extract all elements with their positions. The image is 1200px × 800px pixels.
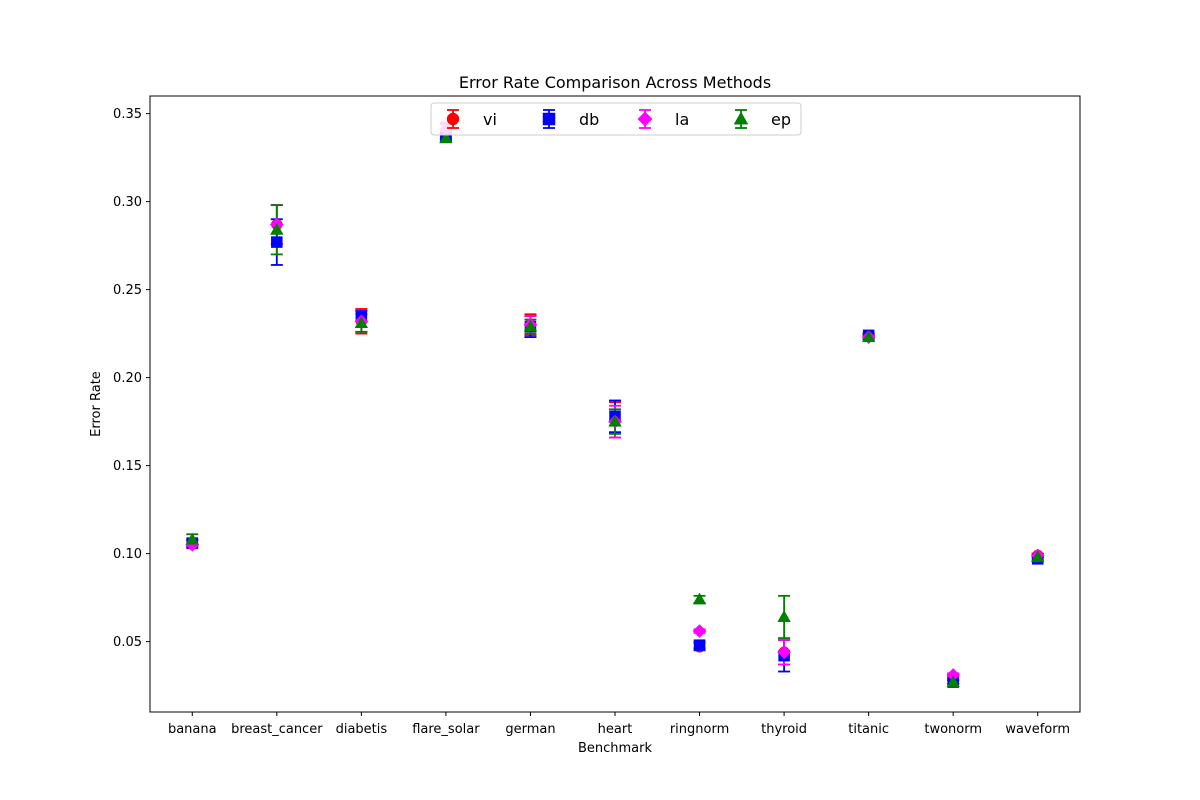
legend-marker-la xyxy=(637,111,653,127)
marker-la-thyroid xyxy=(777,645,792,660)
marker-ep-thyroid xyxy=(777,610,791,622)
chart-title: Error Rate Comparison Across Methods xyxy=(459,73,771,92)
markers-group xyxy=(185,122,1045,688)
x-tick-label-ringnorm: ringnorm xyxy=(670,722,729,737)
legend-marker-db xyxy=(542,112,556,126)
x-tick-label-diabetis: diabetis xyxy=(336,722,388,737)
y-axis-title: Error Rate xyxy=(89,371,104,437)
legend-label-ep: ep xyxy=(771,110,791,129)
marker-ep-ringnorm xyxy=(692,592,707,605)
x-axis-title: Benchmark xyxy=(578,741,653,756)
x-axis: banana breast_cancer diabetis flare_solar ge… xyxy=(168,712,1070,737)
y-tick-label: 0.30 xyxy=(113,195,142,210)
marker-ep-banana xyxy=(185,532,200,545)
x-tick-label-banana: banana xyxy=(168,722,217,737)
legend-box xyxy=(430,102,802,136)
marker-ep-twonorm xyxy=(946,675,960,688)
legend-label-vi: vi xyxy=(483,110,497,129)
marker-ep-titanic xyxy=(861,330,876,343)
y-tick-label: 0.25 xyxy=(113,283,142,298)
marker-ep-heart xyxy=(608,414,622,427)
x-tick-label-twonorm: twonorm xyxy=(924,722,982,737)
x-tick-label-thyroid: thyroid xyxy=(761,722,807,737)
y-tick-label: 0.35 xyxy=(113,107,142,122)
marker-ep-waveform xyxy=(1030,550,1045,563)
marker-db-breast_cancer xyxy=(271,236,283,248)
x-tick-label-flare_solar: flare_solar xyxy=(412,722,480,737)
y-tick-label: 0.15 xyxy=(113,459,142,474)
x-tick-label-german: german xyxy=(505,722,555,737)
legend: vi db la ep xyxy=(430,102,802,136)
marker-ep-diabetis xyxy=(354,316,369,329)
marker-la-ringnorm xyxy=(692,624,707,638)
y-axis: 0.05 0.10 0.15 0.20 0.25 0.30 0.35 xyxy=(113,107,150,650)
legend-label-la: la xyxy=(675,110,689,129)
x-tick-label-heart: heart xyxy=(598,722,633,737)
legend-marker-ep xyxy=(733,111,749,125)
marker-ep-breast_cancer xyxy=(270,222,284,235)
marker-ep-german xyxy=(523,319,538,332)
x-tick-label-titanic: titanic xyxy=(848,722,889,737)
y-tick-label: 0.10 xyxy=(113,547,142,562)
legend-label-db: db xyxy=(579,110,599,129)
legend-marker-vi xyxy=(446,112,460,126)
y-tick-label: 0.20 xyxy=(113,371,142,386)
marker-db-ringnorm xyxy=(693,639,706,651)
y-tick-label: 0.05 xyxy=(113,635,142,650)
marker-ep-flare_solar xyxy=(439,131,453,144)
x-tick-label-breast_cancer: breast_cancer xyxy=(231,722,323,737)
x-tick-label-waveform: waveform xyxy=(1005,722,1070,737)
